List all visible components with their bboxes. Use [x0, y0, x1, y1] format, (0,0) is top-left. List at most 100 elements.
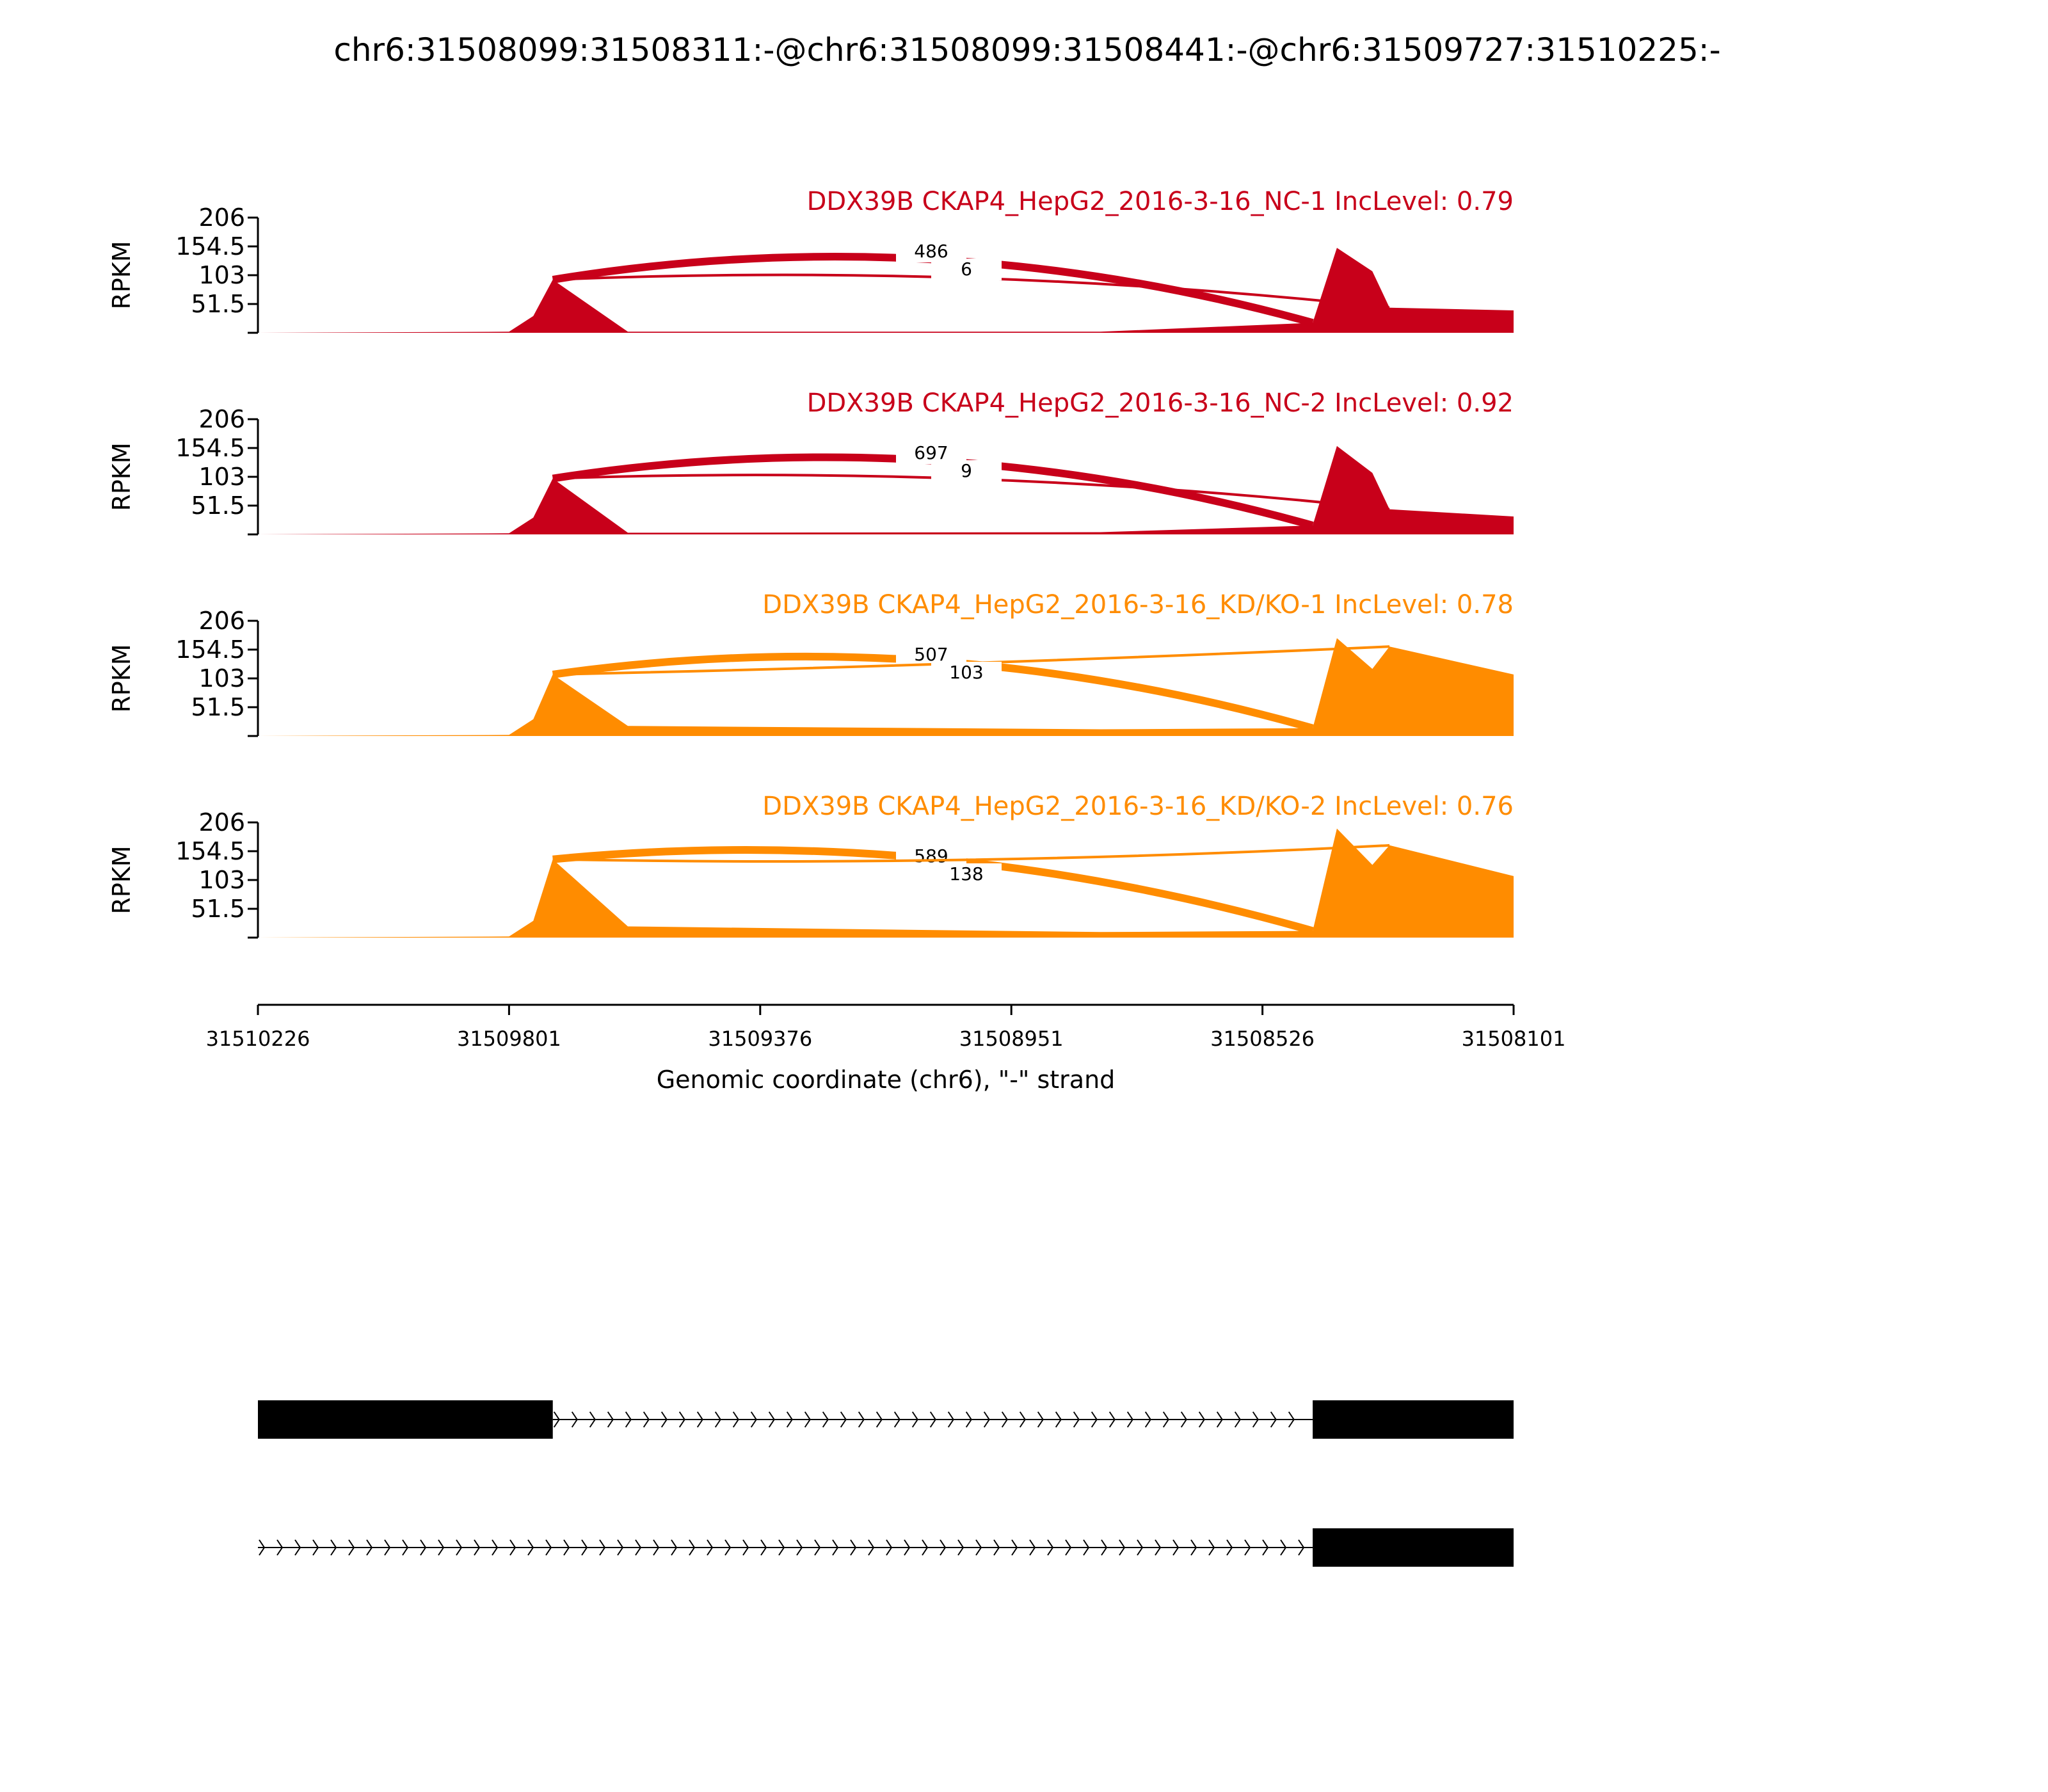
junction-label: 507 — [914, 644, 948, 665]
y-axis-label: RPKM — [108, 845, 136, 914]
y-tick-label: 206 — [198, 808, 245, 836]
strand-arrow — [893, 1411, 900, 1428]
y-tick-label: 51.5 — [191, 895, 245, 923]
strand-arrow — [678, 1411, 685, 1428]
strand-arrow — [714, 1411, 721, 1428]
strand-arrow — [822, 1411, 829, 1428]
strand-arrow — [796, 1539, 803, 1556]
strand-arrow — [696, 1411, 703, 1428]
x-tick-label: 31508101 — [1462, 1027, 1566, 1051]
exon-block — [258, 1400, 553, 1439]
strand-arrow — [886, 1539, 893, 1556]
y-tick-label: 51.5 — [191, 492, 245, 520]
strand-arrow — [384, 1539, 391, 1556]
strand-arrow — [420, 1539, 427, 1556]
strand-arrow — [1155, 1539, 1162, 1556]
strand-arrow — [492, 1539, 499, 1556]
strand-arrow — [259, 1539, 266, 1556]
strand-arrow — [294, 1539, 301, 1556]
strand-arrow — [438, 1539, 445, 1556]
strand-arrow — [607, 1411, 614, 1428]
strand-arrow — [1180, 1411, 1187, 1428]
strand-arrow — [1137, 1539, 1144, 1556]
strand-arrow — [617, 1539, 624, 1556]
strand-arrow — [366, 1539, 373, 1556]
x-tick-label: 31509376 — [708, 1027, 812, 1051]
strand-arrow — [750, 1411, 757, 1428]
x-tick-label: 31508951 — [959, 1027, 1064, 1051]
strand-arrow — [348, 1539, 355, 1556]
strand-arrow — [929, 1411, 936, 1428]
chart-title: chr6:31508099:31508311:-@chr6:31508099:3… — [333, 31, 1720, 68]
strand-arrow — [1029, 1539, 1036, 1556]
strand-arrow — [571, 1411, 578, 1428]
strand-arrow — [975, 1539, 982, 1556]
strand-arrow — [1001, 1411, 1008, 1428]
strand-arrow — [1162, 1411, 1169, 1428]
strand-arrow — [553, 1411, 560, 1428]
x-tick-label: 31510226 — [206, 1027, 310, 1051]
strand-arrow — [993, 1539, 1000, 1556]
transcript-1 — [258, 1400, 1514, 1439]
y-tick-label: 51.5 — [191, 290, 245, 318]
strand-arrow — [474, 1539, 481, 1556]
junction-label-bg — [931, 863, 1002, 885]
strand-arrow — [589, 1411, 596, 1428]
junction-label-bg — [931, 259, 1002, 280]
x-axis: 31510226 31509801 31509376 31508951 31508526… — [206, 1004, 1566, 1051]
strand-arrow — [786, 1411, 793, 1428]
x-axis-label: Genomic coordinate (chr6), "-" strand — [657, 1066, 1116, 1094]
strand-arrow — [1280, 1539, 1287, 1556]
strand-arrow — [625, 1411, 632, 1428]
y-axis-label: RPKM — [108, 442, 136, 511]
strand-arrow — [804, 1411, 811, 1428]
strand-arrow — [312, 1539, 319, 1556]
strand-arrow — [768, 1411, 775, 1428]
junction-label: 103 — [949, 662, 983, 683]
strand-arrow — [947, 1411, 954, 1428]
strand-arrow — [1047, 1539, 1054, 1556]
strand-arrow — [276, 1539, 284, 1556]
strand-arrow — [1037, 1411, 1044, 1428]
strand-arrow — [1073, 1411, 1080, 1428]
junction-label: 486 — [914, 241, 948, 262]
y-tick-label: 154.5 — [175, 636, 245, 664]
strand-arrow — [1298, 1539, 1305, 1556]
strand-arrow — [1208, 1539, 1215, 1556]
strand-arrow — [563, 1539, 570, 1556]
strand-arrow — [635, 1539, 642, 1556]
strand-arrow — [509, 1539, 516, 1556]
junction-arc — [552, 844, 1390, 863]
y-tick-label: 154.5 — [175, 232, 245, 260]
panel-title: DDX39B CKAP4_HepG2_2016-3-16_NC-1 IncLev… — [807, 187, 1514, 216]
strand-arrow — [660, 1411, 668, 1428]
strand-arrow — [840, 1411, 847, 1428]
y-tick-label: 206 — [198, 405, 245, 433]
strand-arrow — [527, 1539, 534, 1556]
strand-arrow — [1216, 1411, 1223, 1428]
strand-arrow — [732, 1411, 739, 1428]
strand-arrow — [957, 1539, 964, 1556]
strand-arrow — [330, 1539, 337, 1556]
y-tick-label: 103 — [198, 866, 245, 894]
x-tick-label: 31509801 — [457, 1027, 561, 1051]
strand-arrow — [707, 1539, 714, 1556]
strand-arrow — [1055, 1411, 1062, 1428]
junction-label: 697 — [914, 442, 948, 463]
coverage-area — [258, 828, 1514, 938]
transcript-2 — [258, 1528, 1514, 1567]
strand-arrow — [724, 1539, 732, 1556]
y-axis-label: RPKM — [108, 241, 136, 309]
strand-arrow — [402, 1539, 409, 1556]
x-tick-label: 31508526 — [1210, 1027, 1315, 1051]
junction-label: 9 — [961, 460, 972, 481]
coverage-area — [258, 638, 1514, 736]
strand-arrow — [1262, 1539, 1269, 1556]
strand-arrow — [922, 1539, 929, 1556]
y-tick-label: 51.5 — [191, 693, 245, 721]
